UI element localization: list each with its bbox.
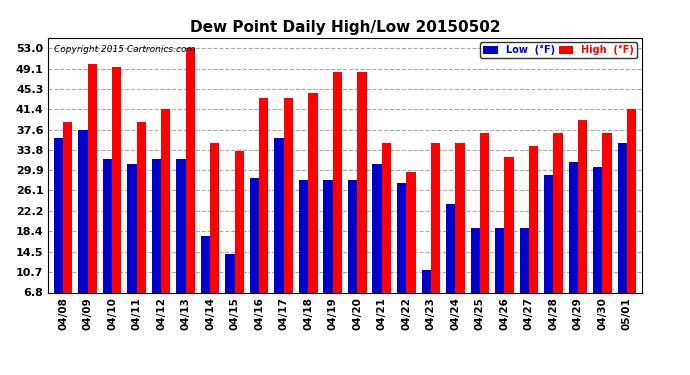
Bar [275,138,284,328]
Bar [103,159,112,328]
Bar [397,183,406,328]
Bar [88,64,97,328]
Bar [480,133,489,328]
Bar [446,204,455,328]
Bar [177,159,186,328]
Bar [210,143,219,328]
Bar [406,172,415,328]
Bar [422,270,431,328]
Bar [152,159,161,328]
Bar [627,109,636,328]
Bar [431,143,440,328]
Bar [127,165,137,328]
Legend: Low  (°F), High  (°F): Low (°F), High (°F) [480,42,637,58]
Bar [63,122,72,328]
Bar [161,109,170,328]
Bar [504,156,513,328]
Bar [186,48,195,328]
Bar [308,93,317,328]
Bar [382,143,391,328]
Bar [226,254,235,328]
Bar [578,120,587,328]
Bar [495,228,504,328]
Bar [137,122,146,328]
Text: Copyright 2015 Cartronics.com: Copyright 2015 Cartronics.com [55,45,195,54]
Bar [455,143,464,328]
Bar [348,180,357,328]
Bar [569,162,578,328]
Bar [112,67,121,328]
Bar [54,138,63,328]
Bar [333,72,342,328]
Bar [602,133,612,328]
Bar [529,146,538,328]
Bar [78,130,88,328]
Bar [373,165,382,328]
Bar [201,236,210,328]
Bar [299,180,308,328]
Bar [357,72,366,328]
Bar [593,167,602,328]
Bar [250,178,259,328]
Bar [235,151,244,328]
Bar [520,228,529,328]
Bar [259,98,268,328]
Bar [471,228,480,328]
Bar [544,175,553,328]
Bar [553,133,563,328]
Bar [284,98,293,328]
Bar [618,143,627,328]
Title: Dew Point Daily High/Low 20150502: Dew Point Daily High/Low 20150502 [190,20,500,35]
Bar [324,180,333,328]
